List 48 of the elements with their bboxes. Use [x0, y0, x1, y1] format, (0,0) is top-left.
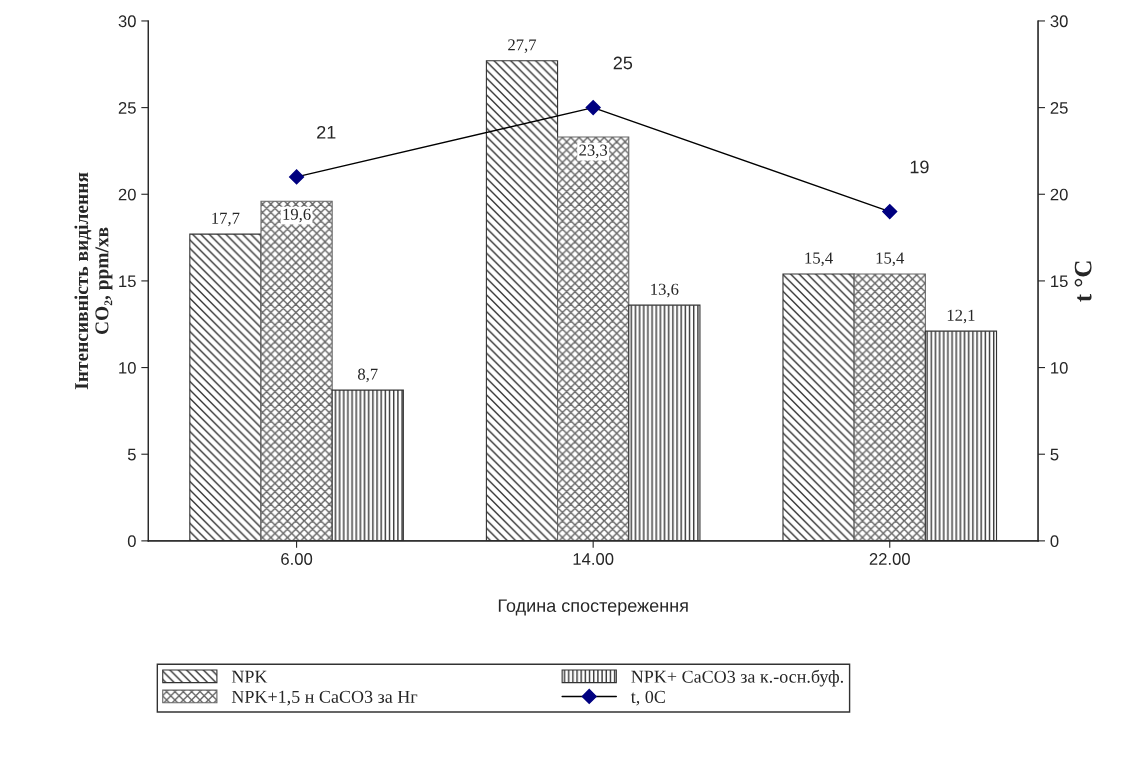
- data-label: 21: [317, 125, 336, 139]
- y2-axis-title: t °C: [1074, 261, 1092, 302]
- data-label: 17,7: [212, 212, 240, 227]
- legend-label: NPK+ CaCO3 за к.-осн.буф.: [631, 669, 843, 687]
- y2-tick-label: 30: [1050, 15, 1068, 28]
- data-label: 23,3: [579, 144, 608, 159]
- point: [882, 204, 898, 220]
- data-label: 27,7: [508, 39, 537, 53]
- legend-label: NPK: [231, 670, 268, 683]
- bar: [485, 60, 559, 541]
- y-tick-label: 15: [119, 275, 136, 288]
- bar: [557, 136, 630, 541]
- data-label: 25: [613, 56, 633, 70]
- y2-tick-label: 0: [1050, 535, 1059, 548]
- data-label: 15,4: [805, 252, 833, 267]
- y2-tick-label: 10: [1051, 361, 1068, 374]
- y-tick-label: 5: [127, 448, 136, 461]
- bar: [782, 273, 855, 541]
- y-tick-label: 0: [127, 535, 136, 548]
- y2-tick-label: 25: [1050, 102, 1068, 114]
- y2-tick-label: 15: [1051, 275, 1068, 288]
- data-label: 19,6: [283, 208, 311, 223]
- bar: [189, 233, 262, 541]
- legend-label: NPK+1,5 н CaCO3 за Нг: [231, 690, 418, 706]
- x-axis-title: Година спостереження: [498, 599, 688, 616]
- bar: [331, 389, 404, 541]
- bar: [924, 330, 998, 541]
- bar: [853, 273, 926, 541]
- y2-tick-label: 5: [1050, 448, 1059, 461]
- y-axis-title: Інтенсивність виділення CO₂, ppm/хв: [74, 172, 113, 390]
- data-label: 13,6: [651, 283, 679, 298]
- y-tick-label: 30: [118, 15, 136, 28]
- x-tick-label: 6.00: [281, 553, 313, 565]
- legend-label: t, 0C: [630, 690, 665, 706]
- y-tick-label: 25: [118, 102, 136, 114]
- data-label: 15,4: [876, 252, 905, 267]
- x-tick-label: 22.00: [869, 553, 910, 565]
- y-tick-label: 20: [118, 188, 136, 201]
- x-tick-label: 14.00: [573, 553, 614, 565]
- data-label: 8,7: [357, 368, 378, 383]
- bar: [628, 304, 701, 541]
- y2-tick-label: 20: [1050, 188, 1068, 201]
- data-label: 19: [910, 160, 929, 174]
- point: [585, 100, 601, 116]
- data-label: 12,1: [947, 309, 975, 324]
- point: [289, 169, 305, 185]
- y-tick-label: 10: [119, 361, 136, 374]
- bar: [260, 200, 333, 541]
